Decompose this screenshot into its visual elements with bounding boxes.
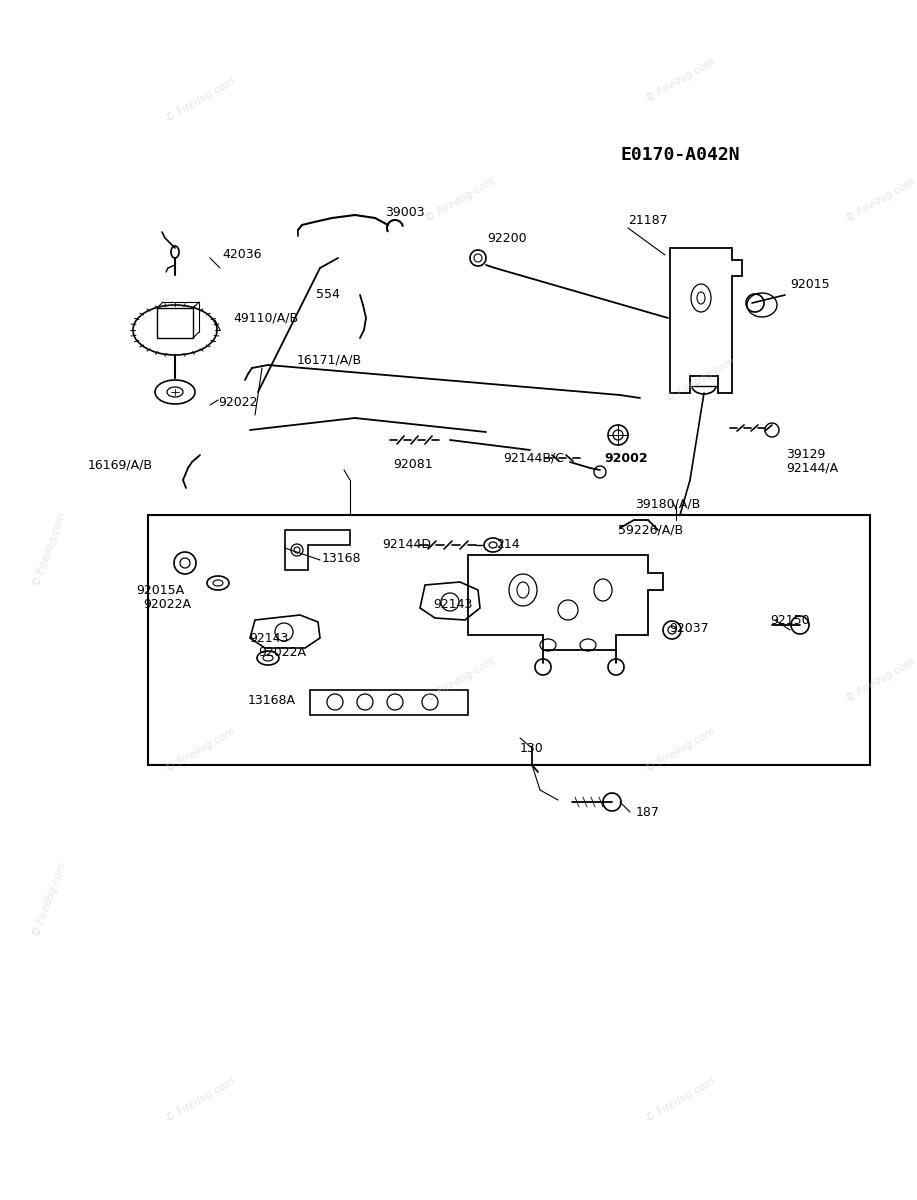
Text: © Firedog.com: © Firedog.com bbox=[664, 356, 736, 404]
Text: 16169/A/B: 16169/A/B bbox=[88, 458, 153, 472]
Text: 92015A: 92015A bbox=[136, 583, 184, 596]
Text: E0170-A042N: E0170-A042N bbox=[620, 146, 740, 164]
Text: © Firedog.com: © Firedog.com bbox=[844, 176, 916, 224]
Text: © Firedog.com: © Firedog.com bbox=[163, 726, 237, 774]
Text: 92022A: 92022A bbox=[258, 646, 306, 659]
Text: 92143: 92143 bbox=[249, 631, 288, 644]
Text: 49110/A/B: 49110/A/B bbox=[233, 312, 298, 324]
Text: 214: 214 bbox=[496, 538, 520, 551]
Text: © Firedog.com: © Firedog.com bbox=[163, 76, 237, 124]
Text: 554: 554 bbox=[316, 288, 340, 301]
Text: 42036: 42036 bbox=[222, 247, 261, 260]
Text: 92200: 92200 bbox=[487, 232, 526, 245]
Text: 13168A: 13168A bbox=[248, 694, 296, 707]
Text: © Firedog.com: © Firedog.com bbox=[644, 1076, 716, 1124]
Text: 21187: 21187 bbox=[628, 215, 668, 228]
Text: 39003: 39003 bbox=[385, 206, 425, 220]
Text: © Firedog.com: © Firedog.com bbox=[644, 56, 716, 104]
Text: © Firedog.com: © Firedog.com bbox=[424, 176, 496, 224]
Text: © Firedog.com: © Firedog.com bbox=[32, 511, 68, 588]
Text: 92022A: 92022A bbox=[143, 598, 191, 611]
Text: 16171/A/B: 16171/A/B bbox=[297, 354, 362, 366]
Text: © Firedog.com: © Firedog.com bbox=[424, 656, 496, 704]
Text: 39129: 39129 bbox=[786, 448, 825, 461]
Text: © Firedog.com: © Firedog.com bbox=[844, 656, 916, 704]
Text: © Firedog.com: © Firedog.com bbox=[32, 862, 68, 938]
Text: 92143: 92143 bbox=[433, 599, 472, 612]
Text: 92150: 92150 bbox=[770, 613, 810, 626]
Text: 39180/A/B: 39180/A/B bbox=[635, 498, 701, 510]
Text: 92022: 92022 bbox=[218, 396, 258, 409]
Text: 92015: 92015 bbox=[790, 278, 830, 292]
Text: 59226/A/B: 59226/A/B bbox=[618, 523, 683, 536]
Text: © Firedog.com: © Firedog.com bbox=[644, 726, 716, 774]
Text: 92002: 92002 bbox=[604, 451, 647, 464]
Text: 92081: 92081 bbox=[393, 458, 433, 472]
Text: © Firedog.com: © Firedog.com bbox=[163, 1076, 237, 1124]
Text: 92144D: 92144D bbox=[382, 538, 431, 551]
Text: 92037: 92037 bbox=[669, 622, 709, 635]
Text: 130: 130 bbox=[520, 742, 544, 755]
Bar bbox=[148, 515, 870, 766]
Text: 92144/A: 92144/A bbox=[786, 462, 838, 474]
Text: 187: 187 bbox=[636, 805, 660, 818]
Text: 13168: 13168 bbox=[322, 552, 361, 564]
Text: 92144B/C: 92144B/C bbox=[503, 451, 564, 464]
